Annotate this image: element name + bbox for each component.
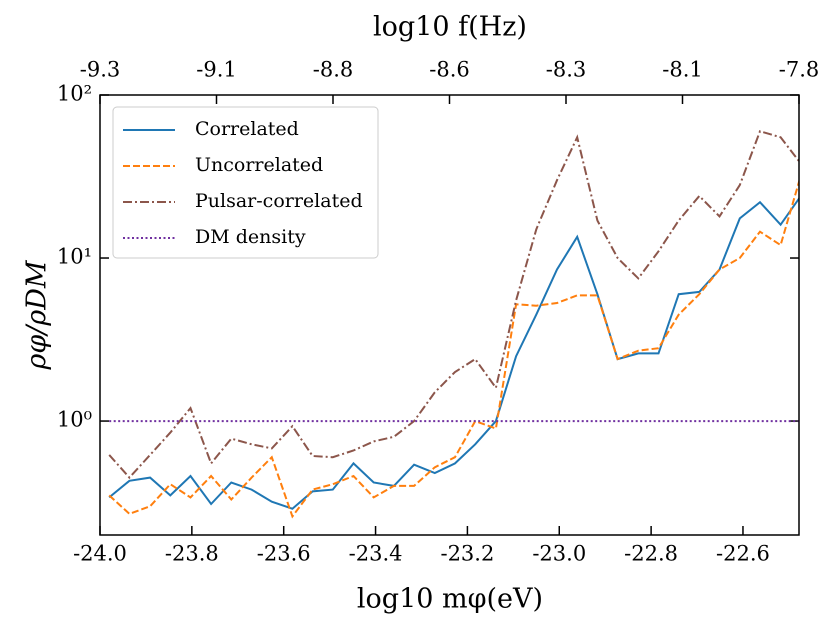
- legend-label: Pulsar-correlated: [195, 190, 363, 212]
- legend-label: Correlated: [195, 118, 299, 140]
- x-tick-label: -23.4: [349, 542, 403, 566]
- series-line: [108, 196, 799, 510]
- x2-tick-label: -8.3: [546, 58, 587, 82]
- x-axis-label: log10 mφ(eV): [357, 584, 543, 615]
- y-axis-label: ρφ/ρDM: [22, 259, 53, 370]
- x-tick-label: -23.0: [532, 542, 586, 566]
- x2-tick-label: -9.1: [196, 58, 237, 82]
- x2-tick-label: -8.6: [429, 58, 470, 82]
- x-tick-label: -22.6: [716, 542, 770, 566]
- x-tick-label: -24.0: [73, 542, 127, 566]
- series-line: [108, 129, 799, 480]
- x-tick-label: -23.6: [257, 542, 311, 566]
- x2-tick-label: -8.8: [313, 58, 354, 82]
- plot-frame: [99, 94, 800, 536]
- x2-axis-label: log10 f(Hz): [373, 12, 527, 43]
- x2-tick-label: -8.1: [662, 58, 703, 82]
- y-tick-label: 10²: [57, 82, 92, 106]
- x-tick-label: -23.8: [165, 542, 219, 566]
- x-tick-label: -23.2: [440, 542, 494, 566]
- legend-label: Uncorrelated: [195, 154, 323, 176]
- x2-tick-label: -9.3: [80, 58, 121, 82]
- series-line: [108, 178, 799, 519]
- x-tick-label: -22.8: [624, 542, 678, 566]
- y-tick-label: 10¹: [57, 245, 92, 269]
- legend-box: [112, 106, 379, 259]
- y-tick-label: 10⁰: [57, 408, 92, 432]
- x2-tick-label: -7.8: [779, 58, 820, 82]
- legend-label: DM density: [195, 226, 306, 248]
